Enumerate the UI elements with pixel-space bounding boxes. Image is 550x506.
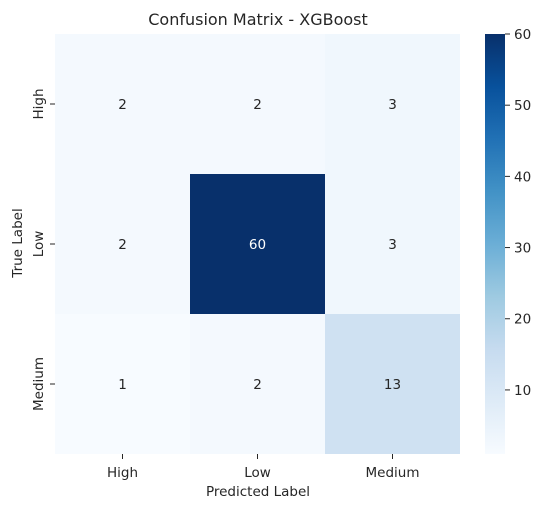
x-tick-label: Low <box>244 465 271 481</box>
cell-value-label: 3 <box>388 97 397 113</box>
heatmap-cell <box>190 174 325 314</box>
colorbar-tick-label: 50 <box>514 98 531 114</box>
x-axis-ticks: High Low Medium <box>107 454 420 481</box>
x-tick-label: Medium <box>366 465 420 481</box>
cell-value-label: 2 <box>253 97 262 113</box>
heatmap-cell <box>190 34 325 174</box>
cell-value-label: 60 <box>249 237 266 253</box>
y-axis-ticks: High Low Medium <box>31 88 55 411</box>
cell-value-label: 3 <box>388 237 397 253</box>
y-tick-label: Medium <box>31 357 47 411</box>
heatmap-cell <box>55 314 190 454</box>
cell-value-labels: 2 2 32 60 31 2 13 <box>118 97 401 393</box>
cell-value-label: 2 <box>118 97 127 113</box>
cell-value-label: 2 <box>118 237 127 253</box>
colorbar-tick-label: 30 <box>514 241 531 257</box>
y-tick-label: Low <box>31 231 47 258</box>
heatmap-cell <box>325 174 460 314</box>
chart-title: Confusion Matrix - XGBoost <box>148 10 368 29</box>
y-tick-label: High <box>31 88 47 119</box>
x-axis-label: Predicted Label <box>206 484 310 500</box>
cell-value-label: 2 <box>253 377 262 393</box>
colorbar-tick-label: 20 <box>514 312 531 328</box>
heatmap-cell <box>55 34 190 174</box>
y-axis-label: True Label <box>10 208 26 278</box>
colorbar-tick-label: 40 <box>514 169 531 185</box>
heatmap-cell <box>325 34 460 174</box>
heatmap-cells <box>55 34 460 454</box>
cell-value-label: 1 <box>118 377 127 393</box>
cell-value-label: 13 <box>384 377 401 393</box>
colorbar-tick-label: 10 <box>514 383 531 399</box>
colorbar-ticks: 10 20 30 40 50 60 <box>505 27 531 399</box>
colorbar <box>485 34 505 454</box>
heatmap-cell <box>325 314 460 454</box>
x-tick-label: High <box>107 465 138 481</box>
colorbar-tick-label: 60 <box>514 27 531 43</box>
heatmap-cell <box>190 314 325 454</box>
heatmap-cell <box>55 174 190 314</box>
